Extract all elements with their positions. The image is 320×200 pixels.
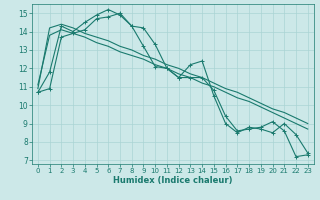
X-axis label: Humidex (Indice chaleur): Humidex (Indice chaleur) — [113, 176, 233, 185]
